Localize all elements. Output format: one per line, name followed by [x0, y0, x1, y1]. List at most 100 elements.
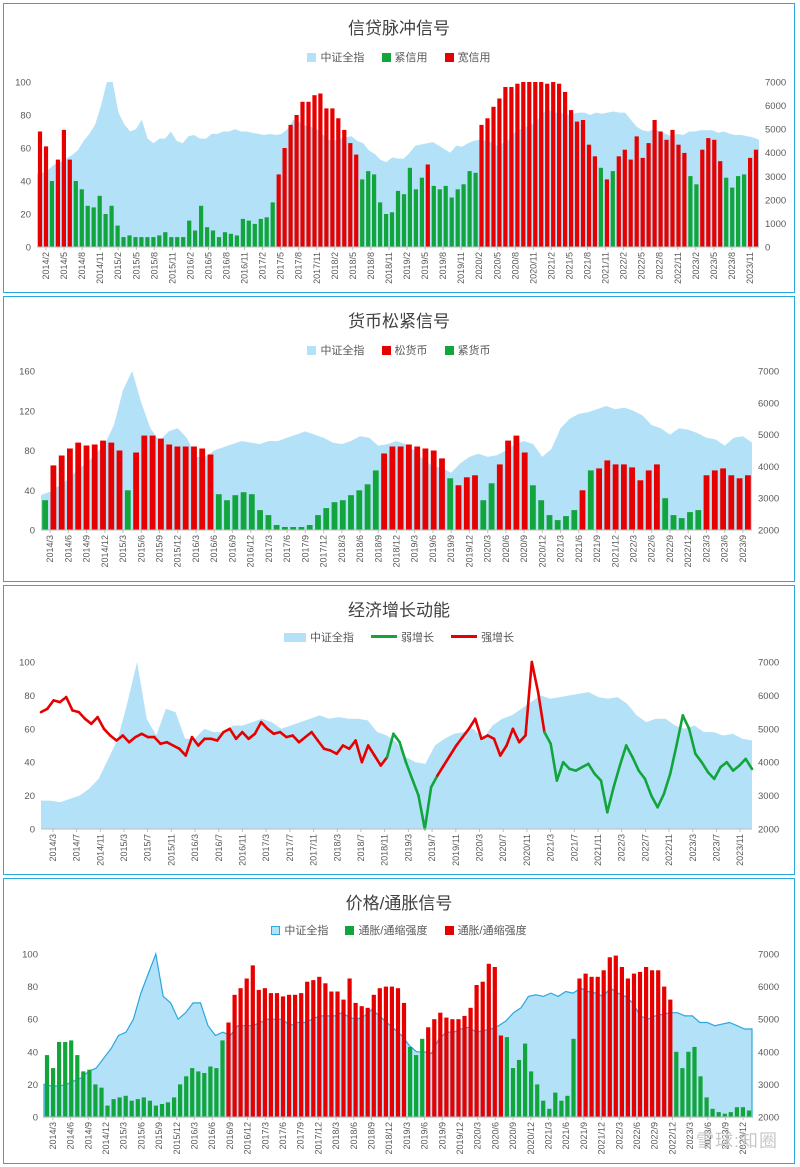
x-tick-label: 2018/9 [366, 1122, 376, 1150]
green-bar [190, 1068, 195, 1117]
x-tick-label: 2023/11 [735, 834, 745, 866]
green-bar [264, 217, 269, 247]
green-bar [97, 195, 102, 247]
x-tick-label: 2020/6 [490, 1122, 500, 1150]
red-bar [631, 973, 637, 1117]
green-bar [730, 187, 735, 247]
x-tick-label: 2023/6 [703, 1122, 713, 1150]
growth-chart: 0 20 40 60 80 100 2000 3000 4000 5000 6000 7000 2014… [19, 658, 779, 866]
red-bar [422, 448, 429, 530]
red-bar [612, 464, 619, 530]
red-bar [199, 448, 206, 530]
green-bar [331, 502, 338, 530]
x-tick-label: 2014/11 [95, 252, 105, 284]
green-bar [680, 1068, 685, 1117]
x-tick-label: 2016/9 [227, 535, 237, 563]
strong-growth-segment [259, 720, 269, 731]
strong-growth-segment [96, 715, 106, 731]
green-bar [734, 1107, 739, 1117]
y-right-tick: 6000 [758, 982, 779, 993]
x-tick-label: 2014/3 [48, 1122, 58, 1150]
weak-growth-segment [656, 792, 666, 809]
x-tick-label: 2023/7 [711, 834, 721, 862]
y-right-tick: 7000 [758, 950, 779, 961]
red-bar [299, 993, 304, 1117]
x-tick-label: 2015/12 [173, 535, 183, 568]
green-bar [153, 1105, 158, 1117]
x-tick-label: 2017/6 [278, 1122, 288, 1150]
red-bar [450, 1019, 455, 1117]
red-bar [274, 993, 280, 1117]
weak-growth-segment [543, 730, 553, 746]
x-tick-label: 2023/9 [738, 535, 748, 563]
red-bar [312, 95, 317, 247]
x-tick-label: 2018/6 [355, 535, 365, 563]
y-left-tick: 0 [30, 825, 35, 836]
red-bar [580, 120, 586, 247]
credit-pulse-chart: 0204060801000100020003000400050006000700… [15, 78, 786, 284]
red-bar [637, 480, 644, 530]
x-tick-label: 2018/12 [384, 1122, 394, 1155]
x-tick-label: 2019/3 [403, 834, 413, 862]
red-bar [745, 475, 751, 530]
green-bar [252, 223, 257, 247]
red-bar [250, 965, 255, 1117]
strong-growth-segment [197, 737, 206, 747]
green-bar [145, 237, 150, 247]
green-bar [378, 202, 383, 247]
red-bar [207, 454, 214, 530]
red-bar [365, 1007, 370, 1117]
weak-growth-segment [643, 777, 653, 797]
red-bar [505, 440, 511, 530]
green-bar [728, 1112, 733, 1117]
green-bar [63, 1042, 68, 1117]
x-tick-label: 2018/2 [330, 252, 340, 280]
red-bar [668, 999, 673, 1117]
red-bar [521, 82, 526, 247]
x-tick-label: 2019/12 [455, 1122, 465, 1155]
x-tick-label: 2015/3 [119, 1122, 129, 1150]
x-tick-label: 2015/3 [119, 834, 129, 862]
red-bar [324, 108, 329, 248]
red-bar [311, 980, 316, 1117]
green-bar [147, 1100, 152, 1117]
red-bar [329, 991, 334, 1117]
x-tick-label: 2016/6 [209, 535, 219, 563]
legend-item-index: 中证全指 [271, 922, 328, 938]
green-bar [93, 1084, 98, 1117]
red-bar [637, 971, 643, 1117]
y-left-tick: 40 [24, 758, 35, 769]
green-bar [121, 237, 126, 247]
green-bar [407, 167, 412, 247]
y-left-tick: 60 [24, 724, 35, 735]
strong-growth-segment [64, 695, 74, 712]
x-tick-label: 2021/3 [556, 535, 566, 563]
green-bar [69, 1040, 74, 1117]
green-bar [356, 490, 363, 531]
red-bar [662, 986, 667, 1117]
green-bar [480, 500, 487, 530]
red-bar [426, 1027, 431, 1117]
x-tick-label: 2015/6 [136, 1122, 146, 1150]
red-bar [628, 159, 633, 247]
x-tick-label: 2016/6 [207, 1122, 217, 1150]
x-tick-label: 2020/9 [508, 1122, 518, 1150]
red-bar [75, 442, 82, 530]
x-tick-label: 2014/9 [83, 1122, 93, 1150]
x-tick-label: 2014/8 [77, 252, 87, 280]
x-tick-label: 2018/3 [331, 1122, 341, 1150]
red-bar [406, 444, 412, 530]
growth-panel: 经济增长动能 中证全指 弱增长 强增长 0 20 40 60 80 100 2000 3000… [3, 585, 795, 875]
green-bar [510, 1068, 516, 1117]
weak-growth-segment [587, 762, 597, 776]
red-bar [595, 976, 600, 1117]
green-bar [530, 485, 536, 530]
weak-growth-segment [423, 786, 433, 831]
green-bar [205, 227, 210, 247]
green-bar [224, 500, 230, 530]
x-tick-label: 2020/9 [519, 535, 529, 563]
strong-growth-segment [517, 734, 527, 744]
red-bar [377, 988, 382, 1117]
green-bar [216, 237, 222, 247]
y-right-tick: 2000 [758, 526, 779, 537]
